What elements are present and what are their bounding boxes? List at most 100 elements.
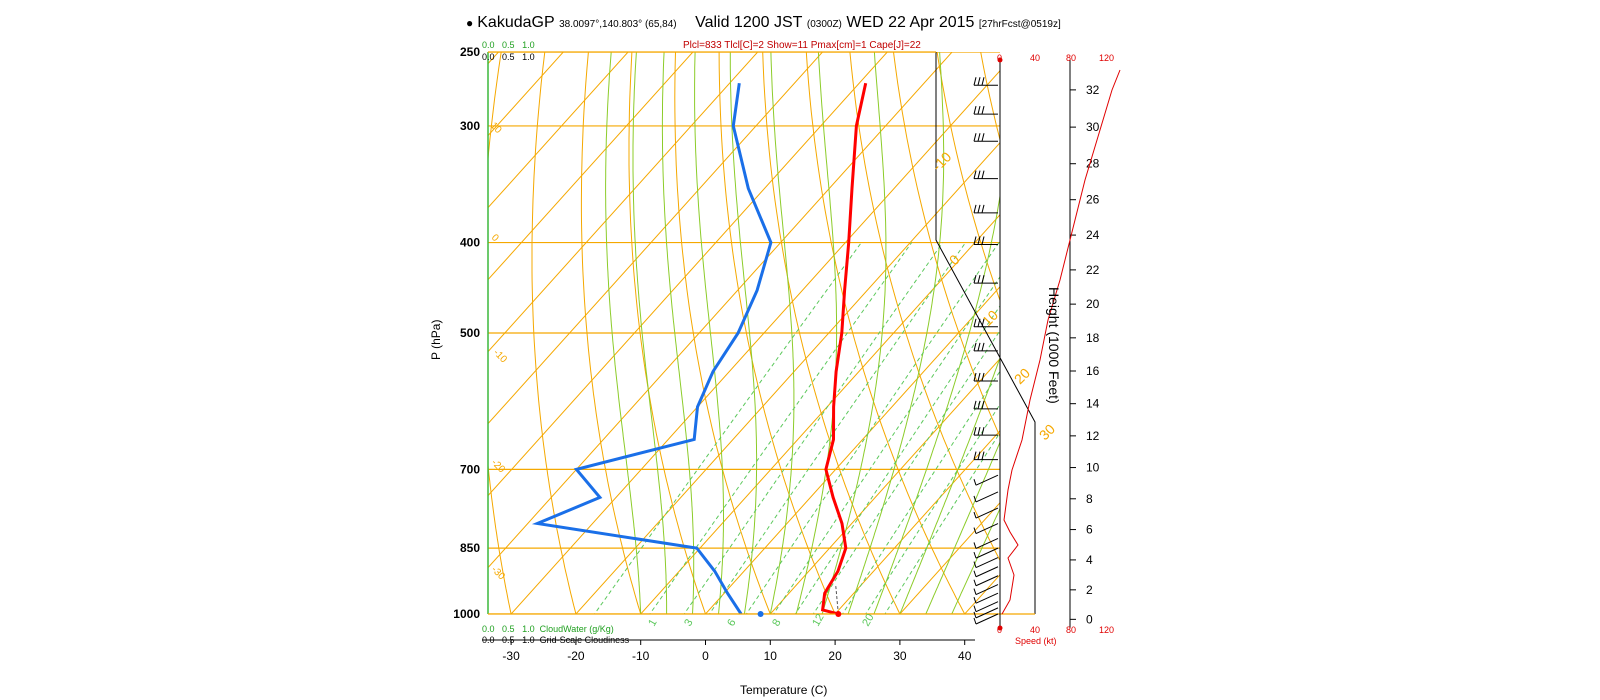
dry-adiabat-label: -10 <box>491 347 509 365</box>
parcel-params: Plcl=833 Tlcl[C]=2 Show=11 Pmax[cm]=1 Ca… <box>683 40 921 51</box>
height-tick-24: 24 <box>1086 228 1100 242</box>
x-tick--20: -20 <box>567 649 585 663</box>
isotherm-0 <box>704 286 1000 614</box>
wind-speed-line <box>1001 69 1121 615</box>
wind-barb <box>973 584 999 596</box>
wind-barb <box>973 491 999 503</box>
moist-adiabat <box>951 507 1000 614</box>
height-tick-14: 14 <box>1086 397 1100 411</box>
x-tick-30: 30 <box>893 649 907 663</box>
isotherm-label: 30 <box>1036 421 1058 443</box>
speed-top-dot <box>997 57 1003 63</box>
height-tick-18: 18 <box>1086 331 1100 345</box>
temperature-line <box>820 82 868 614</box>
cloudiness-ticks-top: 0.0 0.5 1.0 <box>482 52 535 62</box>
utc-time: (0300Z) <box>806 19 842 30</box>
height-tick-0: 0 <box>1086 612 1093 626</box>
background-lines <box>488 36 1600 634</box>
dry-adiabat <box>849 52 1000 562</box>
dry-adiabat <box>1193 36 1567 634</box>
dry-adiabat <box>580 52 642 614</box>
moist-adiabat <box>605 52 642 614</box>
cloudwater-label: CloudWater (g/Kg) <box>539 624 614 634</box>
mixing-ratio-label: 8 <box>770 617 783 628</box>
dry-adiabat <box>1322 36 1600 634</box>
isotherm-label: -10 <box>929 148 955 174</box>
moist-adiabat <box>729 52 758 614</box>
station-name: KakudaGP <box>477 14 555 31</box>
moist-adiabat <box>821 52 887 614</box>
x-tick-10: 10 <box>764 649 778 663</box>
height-tick-12: 12 <box>1086 429 1100 443</box>
x-tick--30: -30 <box>502 649 520 663</box>
speed-tick-bottom-120: 120 <box>1099 625 1115 635</box>
wind-barb <box>973 607 999 619</box>
isotherm--30 <box>510 70 1000 614</box>
mixing-ratio-line <box>794 305 1000 614</box>
isotherm-20 <box>834 430 1000 614</box>
chart-frame <box>487 51 1036 615</box>
dry-adiabat <box>892 52 1000 438</box>
wind-barb <box>973 400 998 410</box>
height-tick-22: 22 <box>1086 263 1100 277</box>
dry-adiabat <box>531 52 577 614</box>
speed-tick-top-40: 40 <box>1030 53 1041 63</box>
p-tick-1000: 1000 <box>453 607 480 621</box>
wind-barb <box>973 613 999 625</box>
height-tick-30: 30 <box>1086 120 1100 134</box>
isotherm--50 <box>488 52 888 497</box>
speed-tick-bottom-40: 40 <box>1030 625 1041 635</box>
moist-adiabat <box>873 192 1000 614</box>
valid-time: Valid 1200 JST <box>695 14 803 31</box>
isotherm--80 <box>488 52 694 281</box>
x-tick-0: 0 <box>702 649 709 663</box>
mixing-ratio-line <box>773 276 1000 614</box>
speed-bottom-dot <box>997 625 1003 631</box>
p-tick-300: 300 <box>460 119 480 133</box>
dry-adiabat <box>1064 36 1370 634</box>
speed-label: Speed (kt) <box>1015 636 1057 646</box>
valid-date: WED 22 Apr 2015 <box>846 14 975 31</box>
mixing-ratio-label: 3 <box>682 617 695 628</box>
wind-barb <box>973 318 998 328</box>
y-axis-label: P (hPa) <box>429 319 443 360</box>
dry-adiabat <box>488 52 512 614</box>
mixing-ratio-label: 12 <box>810 612 827 629</box>
height-tick-28: 28 <box>1086 157 1100 171</box>
wind-barb <box>973 523 999 534</box>
height-tick-10: 10 <box>1086 461 1100 475</box>
wind-barb <box>973 170 998 180</box>
dry-adiabat <box>762 52 901 614</box>
surface-temperature-dot <box>835 611 842 617</box>
moist-adiabat <box>925 441 1000 614</box>
cloudiness-label: Grid-Scale Cloudiness <box>539 635 630 645</box>
wind-barb <box>973 507 999 519</box>
speed-tick-bottom-80: 80 <box>1066 625 1077 635</box>
mixing-ratio-line <box>683 242 944 614</box>
mixing-ratio-line <box>708 242 967 614</box>
wind-barb <box>973 204 998 214</box>
height-tick-32: 32 <box>1086 83 1100 97</box>
isotherm--10 <box>640 214 1000 614</box>
height-axis-label: Height (1000 Feet) <box>1046 287 1062 404</box>
isotherm-40 <box>964 574 1000 614</box>
p-tick-500: 500 <box>460 326 480 340</box>
isotherm--90 <box>488 52 629 209</box>
cloudwater-ticks-top: 0.0 0.5 1.0 <box>482 40 535 50</box>
height-tick-2: 2 <box>1086 583 1093 597</box>
moist-adiabat <box>661 52 695 614</box>
speed-tick-top-120: 120 <box>1099 53 1115 63</box>
height-tick-8: 8 <box>1086 492 1093 506</box>
moist-adiabat <box>899 356 1000 614</box>
sounding-profiles <box>531 82 868 614</box>
wind-barb <box>973 275 998 284</box>
moist-adiabat <box>847 52 945 614</box>
wind-barb <box>973 538 999 549</box>
mixing-ratio-label: 20 <box>860 612 877 629</box>
x-tick-40: 40 <box>958 649 972 663</box>
wind-barb <box>973 342 998 352</box>
forecast-info: [27hrFcst@0519z] <box>978 19 1061 30</box>
wind-barb <box>973 77 998 86</box>
